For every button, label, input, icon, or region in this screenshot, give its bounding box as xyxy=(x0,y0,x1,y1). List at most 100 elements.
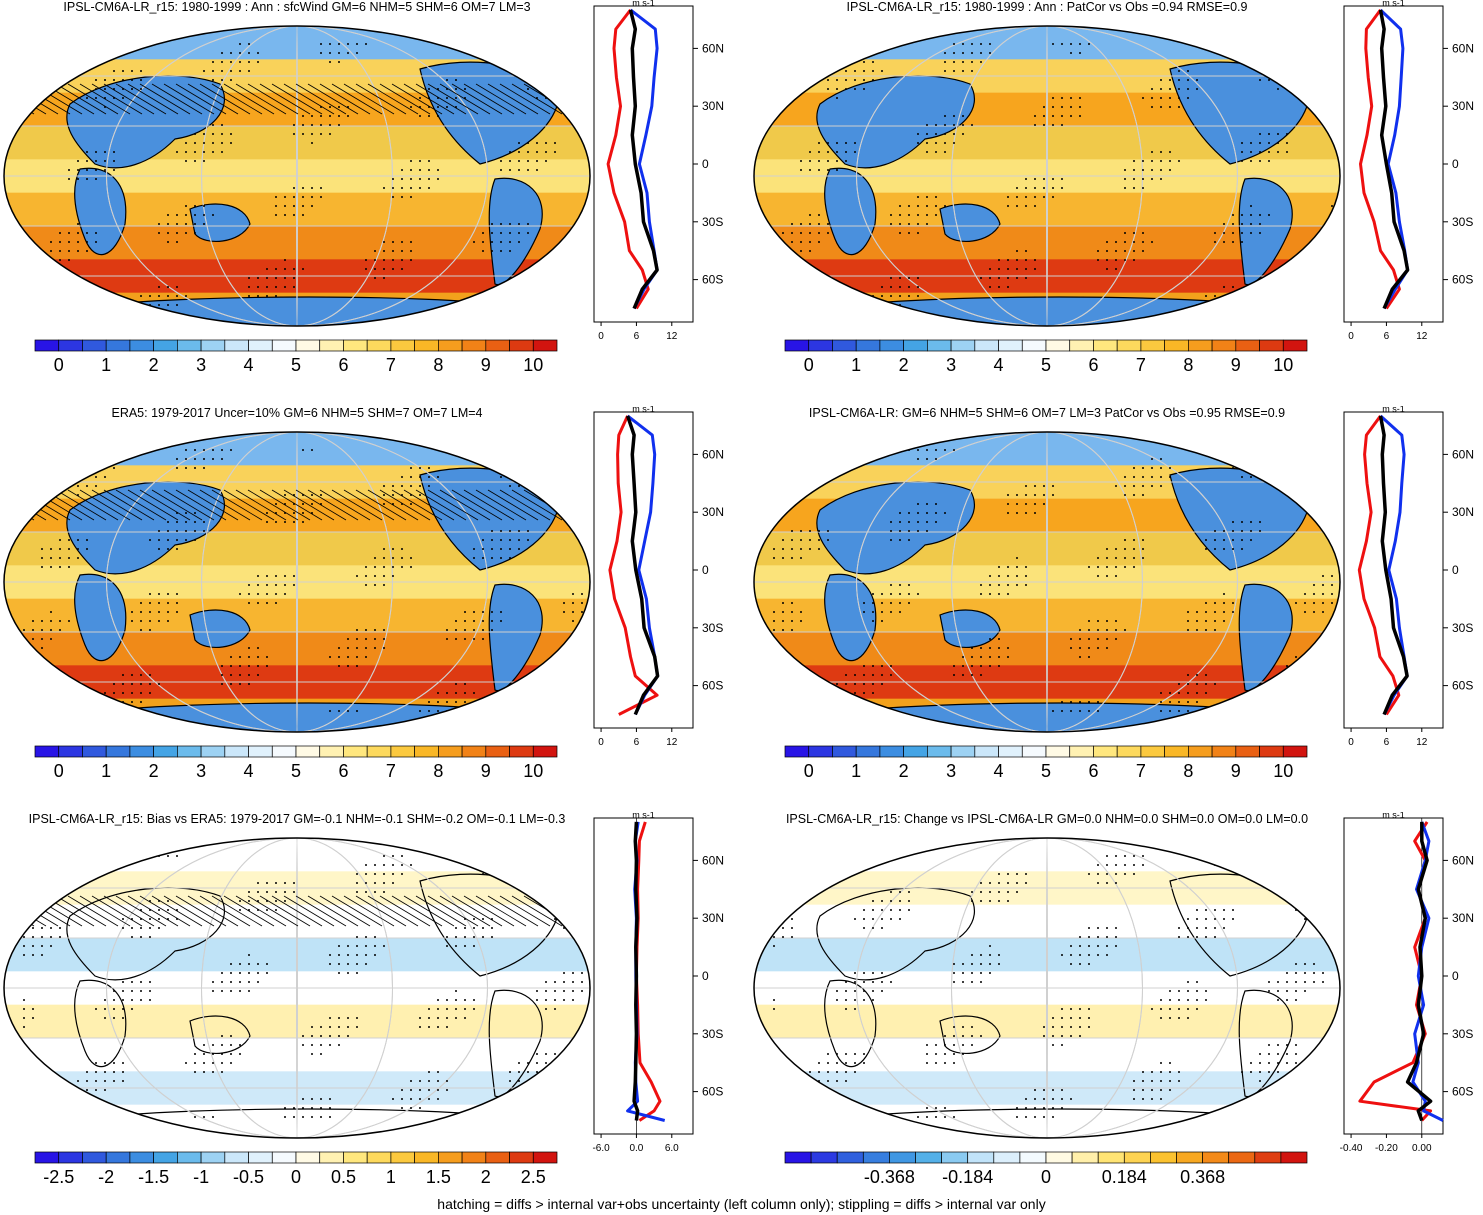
colorbar-box xyxy=(390,1151,415,1164)
colorbar-box xyxy=(461,339,487,352)
colorbar-box xyxy=(200,745,226,758)
profile-unit-label: m s-1 xyxy=(1382,0,1405,8)
colorbar-tick-label: 1 xyxy=(386,1167,396,1187)
meridian-gridline xyxy=(1046,26,1048,326)
colorbar-tick-label: 1 xyxy=(851,355,861,375)
colorbar-box xyxy=(889,1151,916,1164)
profile-xtick-label: 6 xyxy=(634,737,640,748)
colorbar-box xyxy=(1188,745,1213,758)
colorbar-box xyxy=(1164,745,1189,758)
profile-ytick-label: 60N xyxy=(702,41,724,55)
profile-ytick-label: 60S xyxy=(1452,273,1473,287)
colorbar-box xyxy=(485,745,510,758)
profile-ytick-label: 0 xyxy=(1452,969,1459,983)
meridian-gridline xyxy=(951,26,1143,326)
lat-band xyxy=(4,1038,590,1073)
colorbar-tick-label: 2 xyxy=(149,355,159,375)
zonal-profile: m s-1 -0.40 -0.20 0.00 60N 30N 0 30S 60S xyxy=(1340,812,1474,1154)
lat-band xyxy=(754,26,1340,61)
colorbar-box xyxy=(105,1151,131,1164)
profile-ytick-label: 60S xyxy=(1452,1085,1473,1099)
colorbar-box xyxy=(993,1151,1021,1164)
profile-frame xyxy=(593,817,694,1135)
colorbar-box xyxy=(1188,339,1213,352)
colorbar-box xyxy=(784,1151,812,1164)
profile-ytick-label: 30N xyxy=(702,99,724,113)
colorbar-box xyxy=(1093,339,1118,352)
colorbar-tick-label: 5 xyxy=(1041,761,1051,781)
colorbar-tick-label: 10 xyxy=(1273,761,1293,781)
colorbar-box xyxy=(224,339,249,352)
map-title: IPSL-CM6A-LR_r15: Bias vs ERA5: 1979-201… xyxy=(28,812,566,826)
profile-unit-label: m s-1 xyxy=(632,0,655,8)
profile-ytick-label: 30N xyxy=(1452,99,1474,113)
profile-line-zonal-mean xyxy=(1378,415,1409,716)
colorbar-box xyxy=(1202,1151,1230,1164)
profile-ytick-label: 30N xyxy=(702,911,724,925)
profile-ytick-label: 0 xyxy=(702,157,709,171)
profile-ytick-label: 30N xyxy=(702,505,724,519)
lat-band xyxy=(754,432,1340,467)
colorbar-tick-label: 7 xyxy=(1136,355,1146,375)
colorbar-box xyxy=(271,1151,297,1164)
colorbar-tick-label: 9 xyxy=(481,761,491,781)
map-border xyxy=(753,25,1341,327)
colorbar-tick-label: 4 xyxy=(244,761,254,781)
colorbar-box xyxy=(248,339,273,352)
lat-band xyxy=(754,904,1340,939)
colorbar-box xyxy=(903,339,928,352)
profile-ytick-label: 60N xyxy=(702,447,724,461)
profile-xtick-label: 6 xyxy=(634,331,640,342)
colorbar-box xyxy=(941,1151,969,1164)
profile-unit-label: m s-1 xyxy=(632,812,655,820)
colorbar-box xyxy=(903,745,928,758)
colorbar-box xyxy=(271,339,297,352)
colorbar-box xyxy=(1140,745,1165,758)
continent-outline xyxy=(189,1015,251,1054)
colorbar-tick-label: 2.5 xyxy=(521,1167,546,1187)
colorbar-box xyxy=(927,339,952,352)
profile-line-zonal-mean xyxy=(628,9,659,310)
colorbar-tick-label: 4 xyxy=(244,355,254,375)
colorbar-box xyxy=(390,745,415,758)
colorbar-box xyxy=(879,339,904,352)
profile-xtick-label: 6.0 xyxy=(665,1143,679,1154)
map-model-ensemble xyxy=(753,431,1341,733)
profile-line-ocean xyxy=(608,415,659,716)
profile-ytick-label: 60S xyxy=(702,273,723,287)
profile-xtick-label: 0 xyxy=(1348,737,1354,748)
colorbar-box xyxy=(343,1151,368,1164)
hatching xyxy=(4,895,590,927)
profile-xtick-label: 0.0 xyxy=(629,1143,643,1154)
colorbar-box xyxy=(1045,339,1071,352)
colorbar: 0 1 2 3 4 5 6 7 8 9 10 xyxy=(784,339,1308,375)
profile-ytick-label: 30S xyxy=(1452,1027,1473,1041)
profile-xtick-label: -0.40 xyxy=(1340,1143,1363,1154)
panel-bias: IPSL-CM6A-LR_r15: Bias vs ERA5: 1979-201… xyxy=(0,812,741,1212)
colorbar-box xyxy=(862,1151,890,1164)
map-border xyxy=(3,25,591,327)
colorbar-box xyxy=(974,339,999,352)
zonal-profile: m s-1 -6.0 0.0 6.0 60N 30N 0 30S 60S xyxy=(592,812,724,1154)
colorbar-box xyxy=(879,745,904,758)
colorbar-box xyxy=(784,339,810,352)
colorbar-tick-label: 1 xyxy=(101,761,111,781)
colorbar-box xyxy=(366,745,392,758)
colorbar-tick-label: 8 xyxy=(1183,761,1193,781)
colorbar-tick-label: 0.368 xyxy=(1180,1167,1225,1187)
colorbar-tick-label: 9 xyxy=(1231,355,1241,375)
colorbar-box xyxy=(105,745,131,758)
profile-xtick-label: 6 xyxy=(1384,737,1390,748)
meridian-gridline xyxy=(951,432,1143,732)
map-title: IPSL-CM6A-LR_r15: 1980-1999 : Ann : sfcW… xyxy=(63,0,531,14)
colorbar-box xyxy=(532,339,558,352)
colorbar-box xyxy=(295,745,321,758)
panel-model-climatology: IPSL-CM6A-LR_r15: 1980-1999 : Ann : sfcW… xyxy=(0,0,741,400)
colorbar-box xyxy=(855,745,881,758)
colorbar-tick-label: -1.5 xyxy=(138,1167,169,1187)
colorbar-tick-label: 8 xyxy=(433,761,443,781)
colorbar-box xyxy=(153,745,178,758)
profile-xtick-label: 12 xyxy=(666,331,678,342)
profile-xtick-label: 12 xyxy=(666,737,678,748)
colorbar-box xyxy=(1045,745,1071,758)
